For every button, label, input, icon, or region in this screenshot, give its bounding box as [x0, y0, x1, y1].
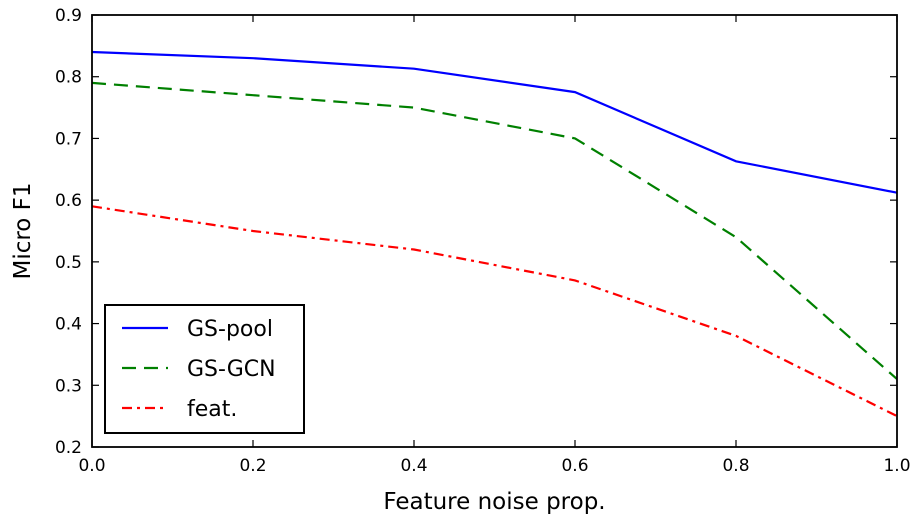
y-tick-label: 0.8 [55, 68, 82, 88]
y-tick-label: 0.3 [55, 376, 82, 396]
legend-frame [104, 304, 305, 434]
plot-series [91, 50, 898, 418]
y-tick-label: 0.4 [55, 315, 82, 335]
legend-label-feat: feat. [187, 397, 237, 422]
x-tick-label: 0.0 [78, 456, 105, 476]
legend: GS-pool GS-GCN feat. [104, 304, 305, 434]
axis-tick-labels: 0.0 0.2 0.4 0.6 0.8 1.00.20.30.40.50.60.70.80… [55, 6, 911, 476]
axis-ticks [91, 14, 898, 448]
y-axis-label: Micro F1 [10, 182, 36, 279]
series-line-gs-gcn [91, 81, 898, 380]
x-tick-label: 0.4 [400, 456, 427, 476]
y-tick-label: 0.2 [55, 438, 82, 458]
legend-label-gs-gcn: GS-GCN [187, 357, 276, 382]
x-tick-label: 0.6 [561, 456, 588, 476]
legend-label-gs-pool: GS-pool [187, 317, 273, 342]
plot-frame [91, 14, 898, 448]
series-line-gs-pool [91, 50, 898, 194]
y-tick-label: 0.9 [55, 6, 82, 26]
x-axis-label: Feature noise prop. [383, 489, 605, 515]
x-tick-label: 0.8 [722, 456, 749, 476]
x-tick-label: 1.0 [883, 456, 910, 476]
x-tick-label: 0.2 [239, 456, 266, 476]
y-tick-label: 0.5 [55, 253, 82, 273]
y-tick-label: 0.7 [55, 129, 82, 149]
y-tick-label: 0.6 [55, 191, 82, 211]
series-line-feat [91, 205, 898, 418]
